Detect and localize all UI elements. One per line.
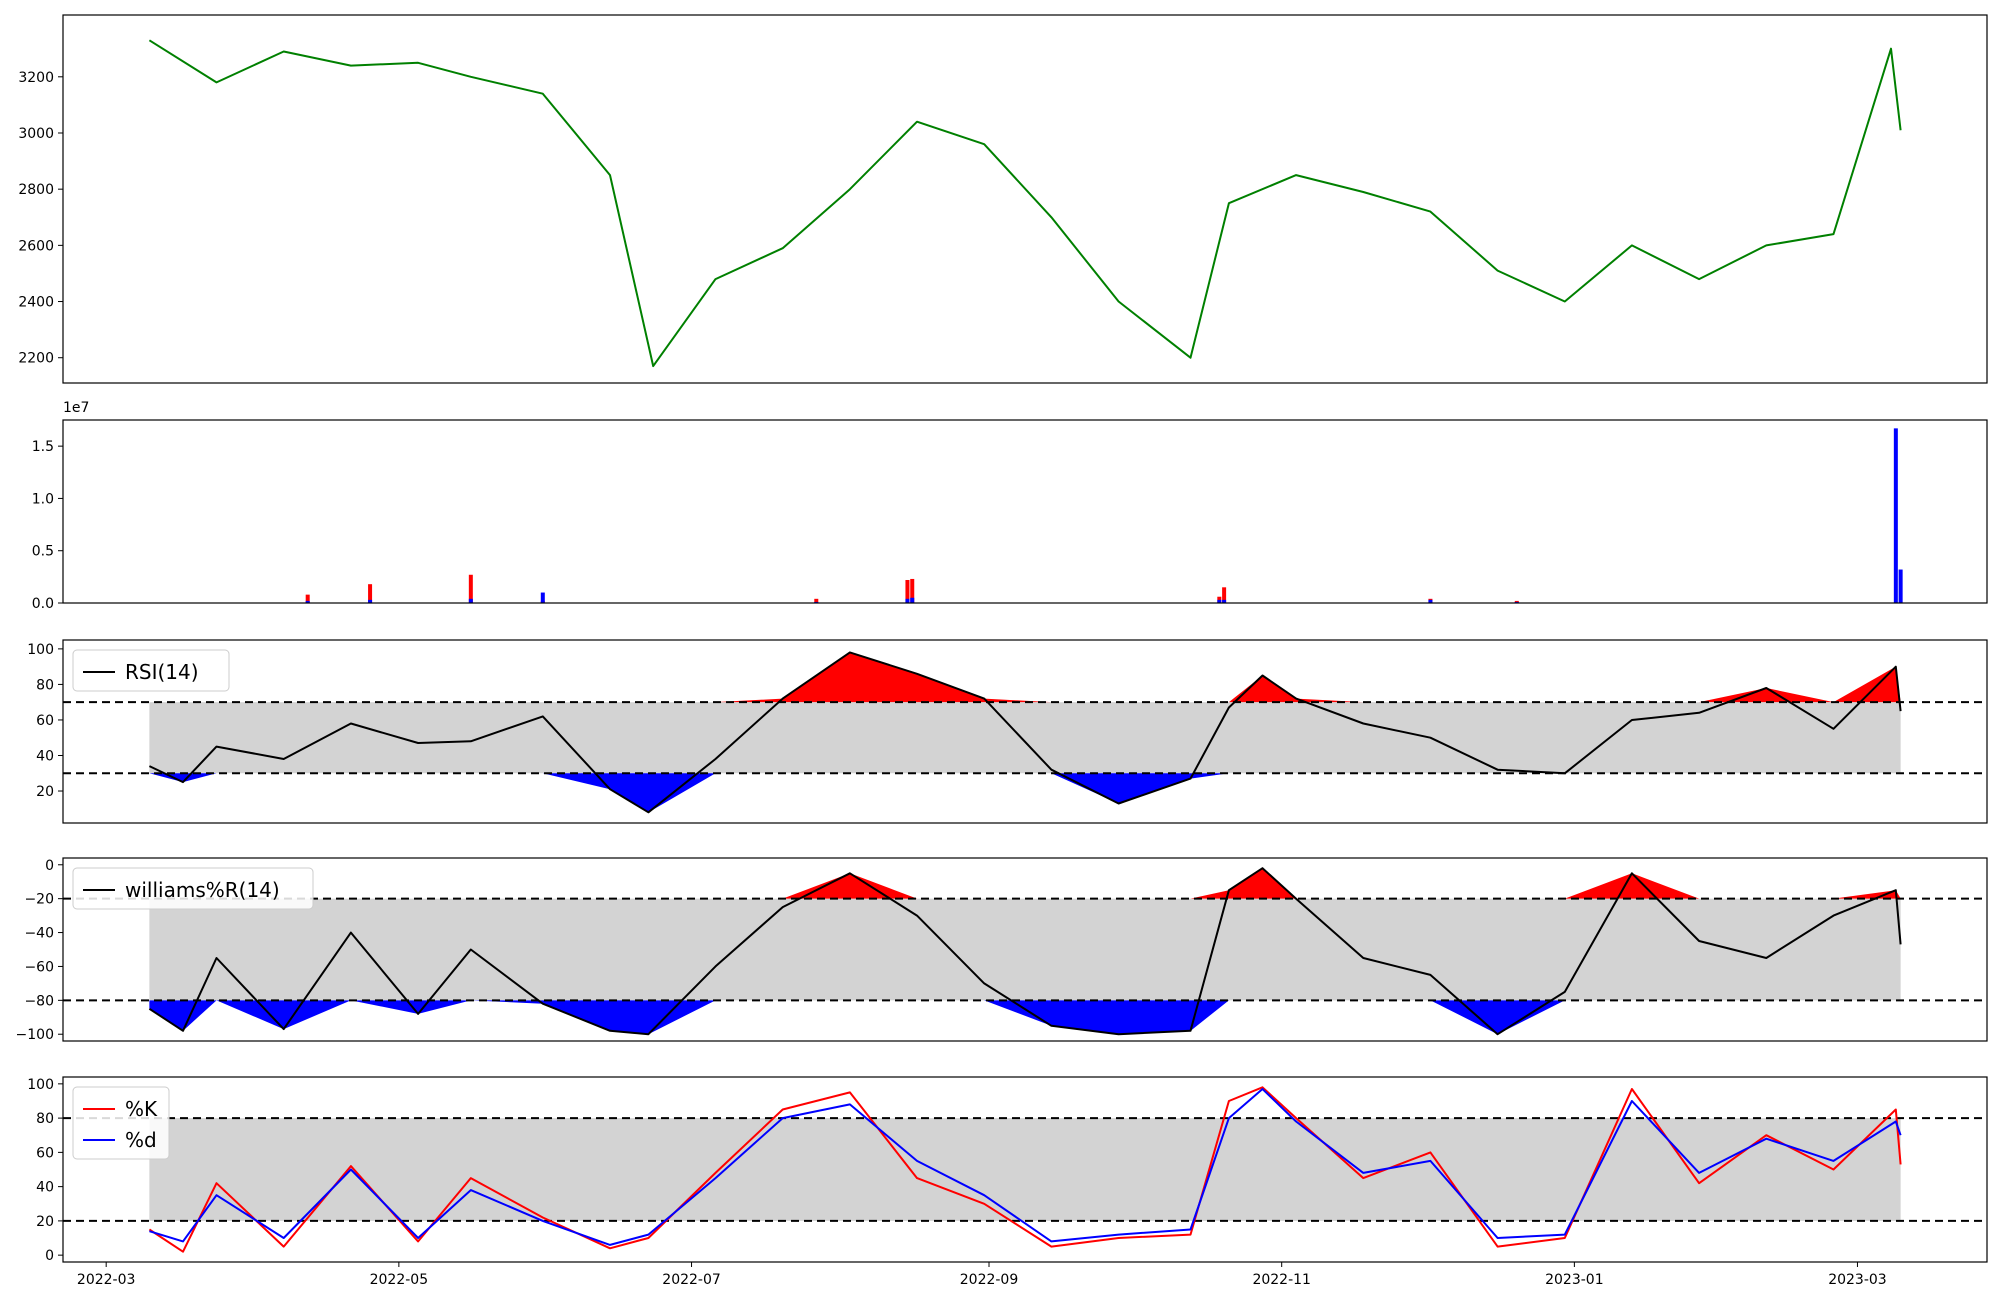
volume-bar-down [1217,599,1222,603]
y-tick-label: 2400 [18,295,54,311]
volume-bar-up [468,574,473,603]
y-tick-label: −100 [16,1027,54,1043]
volume-bar-down [1893,428,1898,603]
x-tick-label: 2022-09 [960,1272,1019,1288]
y-tick-label: 2200 [18,351,54,367]
y-tick-label: −20 [24,892,54,908]
axes-frame [62,1076,1988,1263]
legend-label: %d [125,1128,157,1152]
x-axis: 2022-03 2022-05 2022-07 2022-09 2022-11 2023-… [77,1262,1887,1288]
y-tick-label: 40 [36,748,54,764]
y-tick-label: 100 [27,642,54,658]
panel-stochastic: 0 20 40 60 80 100 %K %d [27,1076,1988,1264]
y-tick-label: 80 [36,1111,54,1127]
axes-frame [62,639,1988,824]
plot-area [63,867,1987,1036]
overbought-fill [149,868,1901,899]
y-tick-label: 60 [36,713,54,729]
oversold-fill [149,1000,1901,1035]
axes-frame [62,857,1988,1042]
volume-bar-down [468,598,473,603]
series-line [148,1086,1902,1253]
x-tick-label: 2023-03 [1828,1272,1887,1288]
x-tick-label: 2023-01 [1545,1272,1604,1288]
axis-offset-label: 1e7 [63,400,89,416]
series-line [148,651,1902,814]
y-tick-label: 20 [36,784,54,800]
axes-frame [62,419,1988,604]
legend-label: %K [125,1097,158,1121]
volume-bar-down [1428,599,1433,603]
volume-bar-down [305,600,310,603]
y-tick-label: −80 [24,993,54,1009]
plot-area [63,651,1987,814]
volume-bar-up [368,584,373,603]
y-tick-label: 40 [36,1180,54,1196]
volume-bar-up [1222,587,1227,603]
panel-rsi: 20 40 60 80 100 RSI(14) [27,639,1988,824]
volume-bar-down [910,597,915,603]
volume-bar-up [910,578,915,603]
legend: %K %d [72,1086,170,1160]
oversold-fill [149,773,1901,813]
series-line [148,39,1902,368]
y-tick-label: 2800 [18,182,54,198]
legend: RSI(14) [72,649,230,692]
volume-bar-down [368,599,373,603]
y-tick-label: −60 [24,959,54,975]
y-tick-label: 3000 [18,126,54,142]
x-tick-label: 2022-03 [77,1272,136,1288]
chart-panels: 2200 2400 2600 2800 3000 3200 1e7 0.0 0.5 1.0 1.5 2… [16,14,1988,1264]
neutral-band [149,1118,1901,1221]
x-tick-label: 2022-07 [662,1272,721,1288]
panel-volume: 1e7 0.0 0.5 1.0 1.5 [32,400,1988,612]
y-tick-label: 0.5 [32,544,54,560]
plot-area [305,428,1903,603]
y-tick-label: 100 [27,1077,54,1093]
x-tick-label: 2022-11 [1252,1272,1311,1288]
legend-box [72,649,230,692]
plot-area [63,1086,1987,1253]
y-tick-label: 0 [45,1248,54,1264]
neutral-band [149,702,1901,774]
overbought-fill [149,652,1901,703]
legend-label: williams%R(14) [125,878,280,902]
x-tick-label: 2022-05 [370,1272,429,1288]
y-tick-label: −40 [24,926,54,942]
legend: williams%R(14) [72,867,314,910]
y-tick-label: 20 [36,1214,54,1230]
y-tick-label: 1.5 [32,439,54,455]
volume-bar-up [814,598,819,603]
plot-area [148,39,1902,368]
neutral-band [149,898,1901,1001]
y-tick-label: 80 [36,677,54,693]
axes-frame [62,14,1988,384]
volume-bar-up [905,579,910,603]
volume-bar-down [540,592,545,603]
y-tick-label: 1.0 [32,491,54,507]
y-tick-label: 2600 [18,238,54,254]
legend-box [72,867,314,910]
volume-bar-down [1898,569,1903,603]
y-tick-label: 0.0 [32,596,54,612]
panel-price: 2200 2400 2600 2800 3000 3200 [18,14,1988,384]
y-tick-label: 0 [45,858,54,874]
y-tick-label: 60 [36,1145,54,1161]
y-tick-label: 3200 [18,70,54,86]
volume-bar-down [1222,599,1227,603]
volume-bar-up [305,594,310,603]
legend-label: RSI(14) [125,660,199,684]
series-line [148,867,1902,1036]
volume-bar-down [905,598,910,603]
panel-williams: 0 −20 −40 −60 −80 −100 williams%R(14) [16,857,1988,1043]
series-line [149,1088,1902,1246]
